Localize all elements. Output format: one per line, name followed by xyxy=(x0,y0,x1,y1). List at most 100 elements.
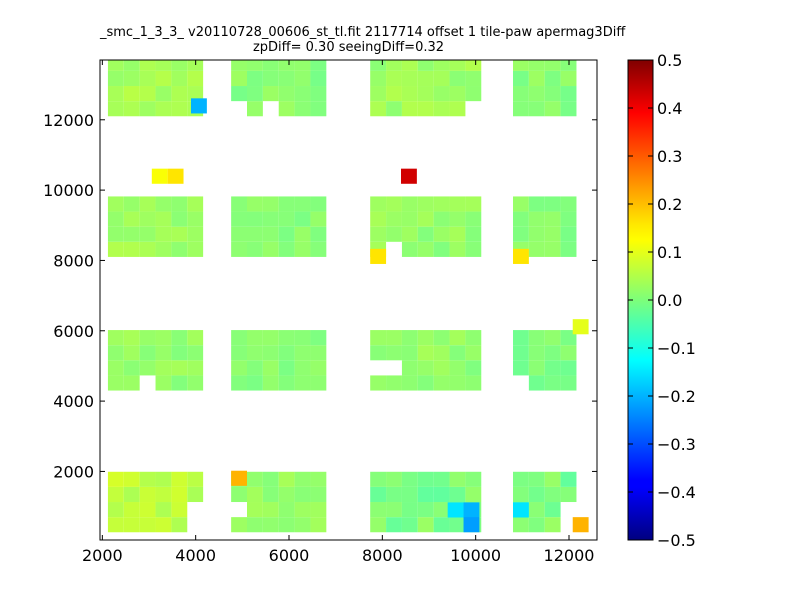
heatmap-cell xyxy=(231,86,247,102)
heatmap-cell xyxy=(187,241,204,257)
heatmap-cell xyxy=(370,70,387,87)
heatmap-cell xyxy=(513,211,529,227)
heatmap-cell xyxy=(155,345,172,361)
heatmap-cell xyxy=(401,101,418,117)
heatmap-cell xyxy=(262,375,279,391)
heatmap-cell xyxy=(544,60,561,71)
heatmap-cell xyxy=(544,196,561,212)
chart-title: _smc_1_3_3_ v20110728_00606_st_tl.fit 21… xyxy=(100,25,626,40)
heatmap-highlight-cell xyxy=(151,168,168,184)
heatmap-cell xyxy=(247,60,263,71)
heatmap-cell xyxy=(155,211,172,227)
heatmap-cell xyxy=(449,70,466,87)
heatmap-cell xyxy=(231,330,247,346)
heatmap-cell xyxy=(528,70,545,87)
heatmap-cell xyxy=(386,196,402,212)
heatmap-cell xyxy=(107,241,124,257)
heatmap-cell xyxy=(449,226,466,242)
heatmap-cell xyxy=(171,241,188,257)
heatmap-cell xyxy=(123,226,140,242)
heatmap-cell xyxy=(123,60,140,71)
x-tick-label: 2000 xyxy=(82,546,123,565)
heatmap-cell xyxy=(262,517,279,533)
heatmap-cell xyxy=(139,101,156,117)
x-tick-label: 8000 xyxy=(362,546,403,565)
heatmap-cell xyxy=(513,196,529,212)
heatmap-cell xyxy=(247,375,263,391)
heatmap-highlight-cell xyxy=(370,248,387,264)
heatmap-cell xyxy=(107,226,124,242)
heatmap-cell xyxy=(231,345,247,361)
heatmap-highlight-cell xyxy=(191,98,207,114)
heatmap-cell xyxy=(171,86,188,102)
heatmap-cell xyxy=(278,70,295,87)
heatmap-cell xyxy=(262,226,279,242)
heatmap-cell xyxy=(386,211,402,227)
heatmap-cell xyxy=(187,375,204,391)
heatmap-highlight-cell xyxy=(572,517,589,533)
heatmap-cell xyxy=(107,330,124,346)
heatmap-cell xyxy=(513,86,529,102)
heatmap-cell xyxy=(433,86,450,102)
heatmap-cell xyxy=(465,86,482,102)
heatmap-cell xyxy=(433,360,450,376)
heatmap-cell xyxy=(262,86,279,102)
x-tick-label: 10000 xyxy=(450,546,501,565)
heatmap-cell xyxy=(310,101,327,117)
heatmap-cell xyxy=(528,502,545,518)
heatmap-cell xyxy=(247,196,263,212)
heatmap-cell xyxy=(247,330,263,346)
colorbar-ticks: 0.5 0.4 0.3 0.2 0.1 0.0 −0.1 −0.2 −0.3 −0.4 −0.5 xyxy=(628,51,696,550)
heatmap-cell xyxy=(310,196,327,212)
heatmap-cell xyxy=(310,60,327,71)
heatmap-highlight-cell xyxy=(463,502,480,518)
heatmap-cell xyxy=(417,241,434,257)
heatmap-cell xyxy=(386,345,402,361)
heatmap-cell xyxy=(544,86,561,102)
heatmap-cell xyxy=(278,226,295,242)
heatmap-cell xyxy=(528,60,545,71)
heatmap-cell xyxy=(139,486,156,503)
heatmap-cell xyxy=(310,502,327,518)
heatmap-cell xyxy=(171,196,188,212)
heatmap-cell xyxy=(528,101,545,117)
heatmap-cell xyxy=(247,345,263,361)
heatmap-cell xyxy=(370,486,387,503)
heatmap-cell xyxy=(187,211,204,227)
heatmap-cell xyxy=(401,360,418,376)
heatmap-cell xyxy=(417,196,434,212)
heatmap-cell xyxy=(310,241,327,257)
heatmap-cell xyxy=(155,517,172,533)
heatmap-cell xyxy=(544,345,561,361)
heatmap-cell xyxy=(310,345,327,361)
heatmap-cell xyxy=(401,471,418,487)
heatmap-cell xyxy=(107,86,124,102)
heatmap-cell xyxy=(262,211,279,227)
heatmap-cell xyxy=(513,517,529,533)
heatmap-cell xyxy=(417,360,434,376)
heatmap-cell xyxy=(544,226,561,242)
heatmap-cell xyxy=(370,86,387,102)
heatmap-cell xyxy=(465,486,482,503)
heatmap-cell xyxy=(231,196,247,212)
heatmap-cell xyxy=(278,211,295,227)
heatmap-highlight-cell xyxy=(572,319,589,335)
heatmap-cell xyxy=(155,241,172,257)
heatmap-cell xyxy=(278,502,295,518)
heatmap-cell xyxy=(155,196,172,212)
heatmap-cell xyxy=(139,60,156,71)
heatmap-cell xyxy=(187,486,204,503)
heatmap-cell xyxy=(513,226,529,242)
heatmap-cell xyxy=(370,211,387,227)
heatmap-cell xyxy=(433,211,450,227)
y-tick-label: 10000 xyxy=(43,181,94,200)
heatmap-cell xyxy=(560,60,577,71)
heatmap-cell xyxy=(370,101,387,117)
heatmap-cell xyxy=(294,330,311,346)
heatmap-cell xyxy=(155,226,172,242)
heatmap-cell xyxy=(465,70,482,87)
heatmap-cell xyxy=(139,196,156,212)
heatmap-cell xyxy=(465,330,482,346)
heatmap-cell xyxy=(123,196,140,212)
heatmap-cell xyxy=(247,517,263,533)
